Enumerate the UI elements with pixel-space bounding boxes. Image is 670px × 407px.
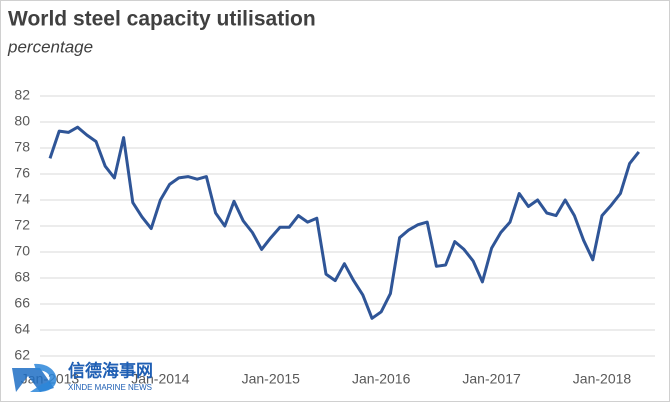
x-tick-label: Jan-2016 (352, 371, 411, 387)
y-tick-label: 64 (14, 321, 30, 337)
x-tick-label: Jan-2017 (462, 371, 521, 387)
y-tick-label: 76 (14, 165, 30, 181)
x-tick-label: Jan-2014 (131, 371, 190, 387)
x-tick-label: Jan-2015 (242, 371, 301, 387)
chart-title: World steel capacity utilisation (8, 8, 316, 31)
watermark-logo (30, 363, 57, 392)
y-tick-label: 66 (14, 295, 30, 311)
line (48, 125, 640, 320)
chart-subtitle: percentage (7, 37, 93, 56)
y-tick-label: 62 (14, 347, 30, 363)
watermark-subtitle: XINDE MARINE NEWS (68, 383, 152, 392)
y-tick-label: 78 (14, 139, 30, 155)
watermark: 信德海事网 XINDE MARINE NEWS (12, 360, 153, 392)
y-tick-label: 74 (14, 191, 30, 207)
y-tick-label: 68 (14, 269, 30, 285)
x-tick-label: Jan-2018 (573, 371, 632, 387)
y-tick-label: 82 (14, 87, 30, 103)
y-tick-label: 80 (14, 113, 30, 129)
y-tick-label: 70 (14, 243, 30, 259)
watermark-name: 信德海事网 (68, 360, 153, 380)
y-tick-label: 72 (14, 217, 30, 233)
